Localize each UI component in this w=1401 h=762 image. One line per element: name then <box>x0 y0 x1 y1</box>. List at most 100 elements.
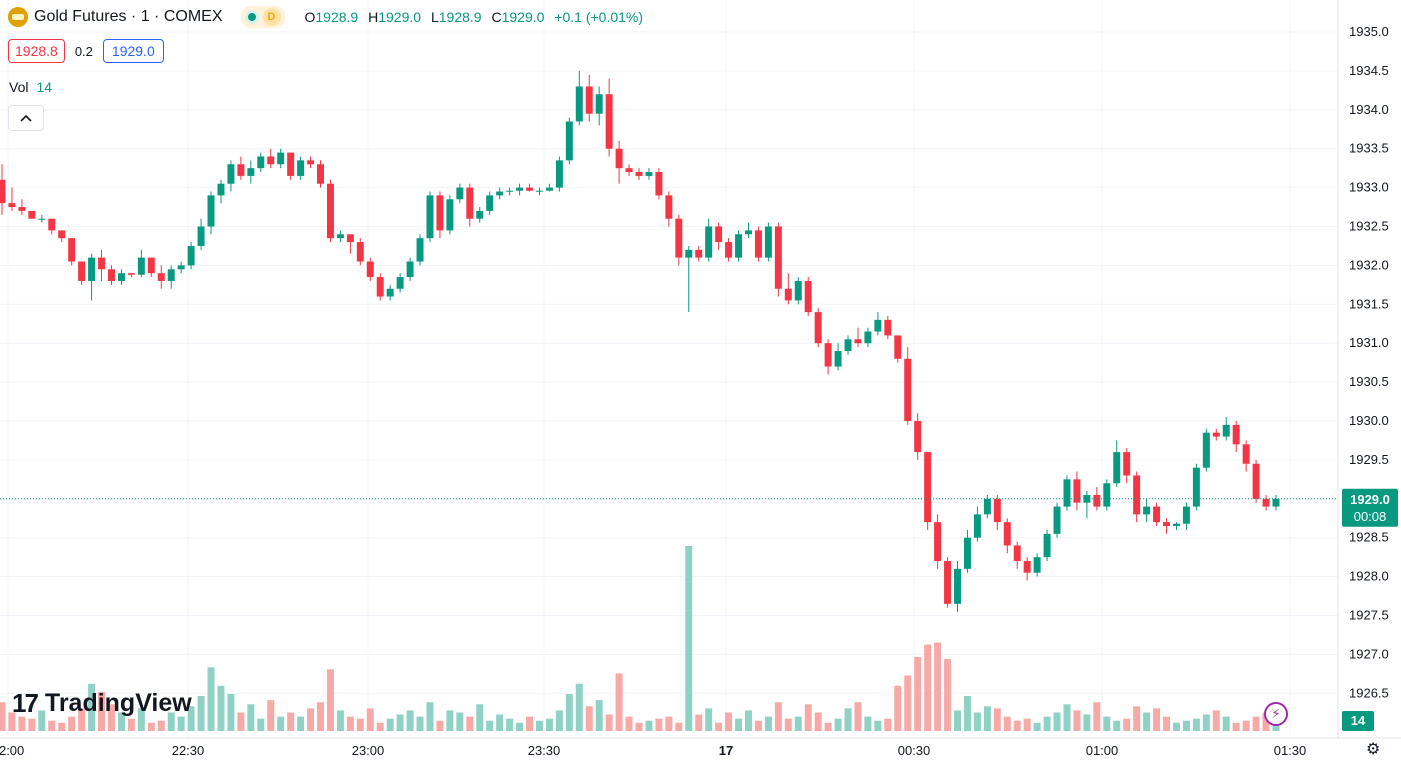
price-axis[interactable]: 1935.0 1934.5 1934.0 1933.5 1933.0 1932.5 1932… <box>1337 0 1401 762</box>
collapse-legend-button[interactable] <box>8 105 44 131</box>
candle-body <box>1133 475 1141 515</box>
candle-body <box>157 273 165 281</box>
time-axis[interactable]: 22:00 22:30 23:00 23:30 17 00:30 01:00 01:30 <box>0 737 1401 758</box>
candle-body <box>605 94 613 149</box>
volume-bar <box>68 716 76 731</box>
candle-body <box>98 257 106 270</box>
candle-body <box>934 522 942 562</box>
sell-price-button[interactable]: 1928.8 <box>8 39 65 63</box>
gear-icon[interactable]: ⚙ <box>1366 741 1381 758</box>
candle-body <box>824 343 832 367</box>
candle-body <box>1252 463 1260 499</box>
candle-body <box>28 210 36 219</box>
candle-body <box>963 537 971 569</box>
candle-body <box>675 218 683 258</box>
candle-body <box>1033 557 1041 573</box>
candles <box>0 70 1280 612</box>
volume-bar <box>167 712 175 731</box>
volume-bar <box>585 706 593 731</box>
time-tick-label: 22:30 <box>172 743 205 758</box>
candle-body <box>1153 506 1161 523</box>
symbol-title[interactable]: Gold Futures · 1 · COMEX <box>34 8 223 25</box>
candle-body <box>177 265 185 270</box>
candle-body <box>1212 432 1220 437</box>
volume-bar <box>406 710 414 731</box>
candle-body <box>277 152 285 165</box>
price-tick-label: 1927.0 <box>1349 646 1389 661</box>
volume-bar <box>715 722 723 731</box>
volume-bar <box>28 718 36 731</box>
candle-body <box>366 261 374 278</box>
candle-body <box>8 203 16 208</box>
market-status-pill[interactable]: D <box>240 6 285 28</box>
volume-bar <box>1083 714 1091 731</box>
volume-bar <box>187 706 195 731</box>
close-label: C <box>491 9 502 25</box>
price-tick-label: 1928.0 <box>1349 569 1389 584</box>
candle-body <box>1182 506 1190 524</box>
volume-bar <box>993 708 1001 731</box>
volume-bar <box>1073 710 1081 731</box>
price-tick-label: 1933.0 <box>1349 180 1389 195</box>
candle-body <box>88 257 96 281</box>
volume-bar <box>307 708 315 731</box>
time-tick-label: 00:30 <box>898 743 931 758</box>
volume-bar <box>317 702 324 731</box>
candle-body <box>944 561 952 604</box>
candle-body <box>187 245 195 266</box>
close-value: 1929.0 <box>501 9 545 25</box>
volume-bar <box>745 710 752 731</box>
volume-bar <box>366 708 374 731</box>
buy-price-button[interactable]: 1929.0 <box>102 39 164 63</box>
volume-bar <box>1113 720 1121 731</box>
candle-body <box>486 195 494 211</box>
volume-bar <box>894 685 902 731</box>
volume-bar <box>516 722 524 731</box>
volume-bar <box>98 691 106 731</box>
candle-body <box>635 172 643 176</box>
candle-body <box>0 179 6 204</box>
volume-axis-label: 14 <box>1351 713 1366 728</box>
volume-legend: Vol 14 <box>9 79 52 95</box>
last-price-badge <box>1342 488 1398 527</box>
volume-bar <box>1093 702 1101 731</box>
open-value: 1928.9 <box>315 9 359 25</box>
volume-bar <box>735 718 743 731</box>
volume-bar <box>496 714 504 731</box>
volume-bar <box>227 694 235 731</box>
candle-body <box>804 280 812 313</box>
candle-body <box>1073 479 1081 503</box>
candle-body <box>317 164 324 184</box>
tradingview-logo[interactable]: 17 TradingView <box>12 688 192 719</box>
volume-bar <box>545 718 553 731</box>
volume-bar <box>506 718 514 731</box>
volume-bar <box>18 716 26 731</box>
volume-bar <box>565 694 573 731</box>
candle-body <box>993 498 1001 523</box>
candle-body <box>476 210 484 219</box>
time-tick-label: 17 <box>719 743 733 758</box>
lightning-icon[interactable]: ⚡ <box>1264 702 1288 726</box>
price-tick-label: 1930.0 <box>1349 413 1389 428</box>
volume-bar <box>904 675 912 731</box>
volume-label[interactable]: Vol <box>9 79 29 95</box>
time-tick-label: 22:00 <box>0 743 24 758</box>
volume-axis-badge <box>1342 711 1374 731</box>
candle-body <box>297 160 305 176</box>
candle-body <box>1272 498 1280 507</box>
volume-bar <box>157 720 165 731</box>
volume-bar <box>207 667 215 731</box>
volume-bar <box>1192 718 1200 731</box>
candle-body <box>1093 494 1101 507</box>
candle-body <box>217 183 225 196</box>
candle-body <box>784 288 792 301</box>
candle-body <box>496 191 504 196</box>
candle-body <box>615 148 623 169</box>
volume-bar <box>1023 718 1031 731</box>
volume-bar <box>1242 720 1250 731</box>
data-status-badge: D <box>262 8 281 26</box>
volume-bar <box>88 683 96 731</box>
price-tick-label: 1934.0 <box>1349 102 1389 117</box>
volume-bar <box>605 714 613 731</box>
